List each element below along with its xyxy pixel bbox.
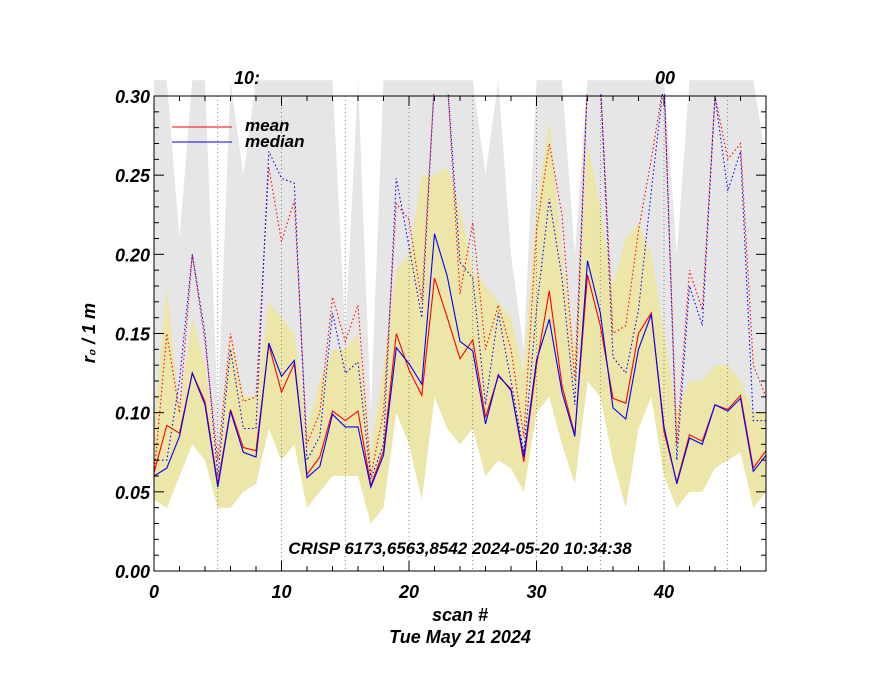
y-tick-label: 0.10 <box>115 404 150 424</box>
x-tick-label: 0 <box>149 582 159 602</box>
chart-title-right: 00 <box>655 68 675 88</box>
x-tick-label: 20 <box>398 582 419 602</box>
y-tick-label: 0.05 <box>115 483 151 503</box>
y-tick-label: 0.25 <box>115 166 151 186</box>
y-tick-label: 0.00 <box>115 562 150 582</box>
axes <box>153 95 767 572</box>
y-tick-label: 0.15 <box>115 325 151 345</box>
date-label: Tue May 21 2024 <box>389 627 531 647</box>
series-mean-line <box>154 274 766 488</box>
y-tick-label: 0.20 <box>115 245 150 265</box>
x-axis-label: scan # <box>432 605 488 625</box>
tick-labels: 0 10 20 30 40 0.00 0.05 0.10 0.15 0.20 0.25 0.30 <box>115 87 674 602</box>
band-lower-gap <box>154 381 766 571</box>
y-tick-label: 0.30 <box>115 87 150 107</box>
annotation: CRISP 6173,6563,8542 2024-05-20 10:34:38 <box>288 539 632 558</box>
x-tick-label: 30 <box>526 582 546 602</box>
legend-label-mean: mean <box>245 116 289 135</box>
x-tick-label: 10 <box>271 582 291 602</box>
chart-title-left: 10: <box>234 68 260 88</box>
band-inner <box>154 119 766 524</box>
y-axis-label: r₀ / 1 m <box>79 303 99 363</box>
legend: mean median <box>172 116 305 151</box>
x-tick-label: 40 <box>653 582 674 602</box>
legend-label-median: median <box>245 132 305 151</box>
series-median-line <box>154 233 766 489</box>
